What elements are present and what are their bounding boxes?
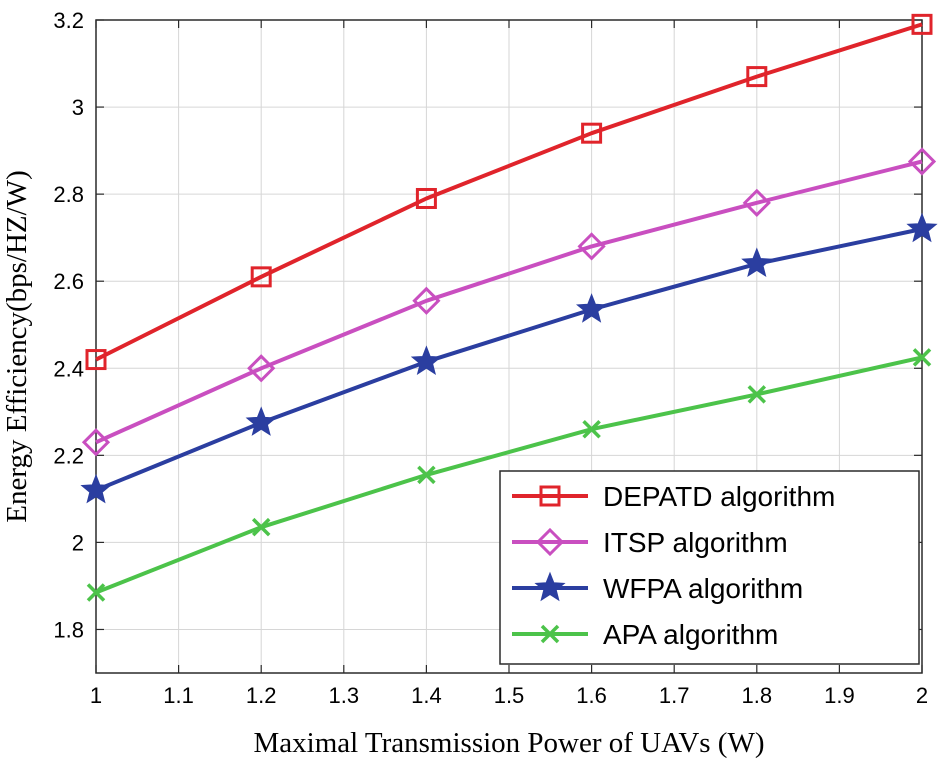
y-tick-label: 2.2 [53, 443, 84, 468]
x-tick-label: 1 [90, 683, 102, 708]
data-point-itsp [577, 232, 606, 261]
data-point-apa [912, 348, 932, 367]
y-tick-label: 2.8 [53, 182, 84, 207]
data-point-apa [86, 583, 106, 602]
data-point-itsp [742, 188, 771, 217]
y-axis-title: Energy Efficiency(bps/HZ/W) [1, 170, 33, 522]
x-tick-label: 1.5 [494, 683, 525, 708]
x-tick-label: 1.3 [329, 683, 360, 708]
x-tick-label: 2 [916, 683, 928, 708]
y-tick-label: 1.8 [53, 617, 84, 642]
legend-marker-wfpa [534, 571, 566, 602]
x-tick-label: 1.4 [411, 683, 442, 708]
data-point-wfpa [906, 212, 938, 243]
data-point-depatd [911, 13, 933, 35]
data-point-itsp [81, 428, 111, 457]
legend-entry-apa: APA algorithm [512, 619, 778, 650]
legend-marker-itsp [535, 527, 565, 557]
axis-ticks: 1 1.1 1.2 1.3 1.4 1.5 1.6 1.7 1.8 1.9 2 1.8 2 2.2 2.4 2… [53, 8, 928, 708]
series-itsp [81, 147, 937, 457]
series-line-apa [95, 355, 923, 595]
y-tick-label: 2.6 [53, 269, 84, 294]
series-line-depatd [95, 22, 923, 362]
data-point-depatd [415, 187, 437, 209]
data-point-itsp [907, 147, 937, 176]
legend-box [499, 470, 920, 665]
data-point-depatd [250, 266, 272, 288]
x-marker-stroke [86, 583, 106, 602]
x-marker-stroke [582, 419, 601, 439]
series-depatd [85, 13, 933, 371]
y-tick-label: 3 [72, 95, 84, 120]
data-point-itsp [247, 354, 276, 383]
data-point-wfpa [575, 293, 608, 323]
legend-label-apa: APA algorithm [603, 619, 778, 650]
legend-entries: DEPATD algorithm ITSP algorithm WFPA algor… [512, 481, 835, 650]
data-point-apa [747, 385, 767, 404]
series-apa [86, 348, 932, 602]
y-tick-label: 2 [72, 530, 84, 555]
data-point-apa [582, 419, 601, 439]
legend-label-depatd: DEPATD algorithm [603, 481, 835, 512]
x-tick-label: 1.8 [742, 683, 773, 708]
data-point-apa [251, 517, 271, 537]
x-marker-stroke [747, 385, 767, 404]
legend-entry-wfpa: WFPA algorithm [512, 571, 803, 604]
data-point-wfpa [245, 406, 277, 436]
data-point-wfpa [410, 345, 443, 376]
series-group [80, 13, 938, 602]
data-point-depatd [85, 349, 107, 371]
y-tick-label: 2.4 [53, 356, 84, 381]
legend-label-wfpa: WFPA algorithm [603, 573, 803, 604]
legend-marker-depatd [539, 485, 561, 507]
x-axis-title: Maximal Transmission Power of UAVs (W) [254, 727, 765, 759]
data-point-wfpa [741, 247, 773, 278]
x-marker-stroke [251, 517, 271, 537]
x-tick-label: 1.6 [576, 683, 607, 708]
x-marker-stroke [417, 465, 436, 485]
x-tick-label: 1.2 [246, 683, 277, 708]
data-point-apa [417, 465, 436, 485]
legend-entry-itsp: ITSP algorithm [512, 527, 788, 558]
legend-label-itsp: ITSP algorithm [603, 527, 788, 558]
legend-marker-apa [540, 624, 560, 644]
legend: DEPATD algorithm ITSP algorithm WFPA algor… [499, 470, 920, 665]
y-tick-label: 3.2 [53, 8, 84, 33]
data-point-depatd [581, 122, 603, 144]
x-tick-label: 1.7 [659, 683, 690, 708]
series-line-itsp [95, 159, 923, 445]
x-tick-label: 1.9 [824, 683, 855, 708]
data-point-itsp [412, 286, 441, 315]
series-line-wfpa [95, 227, 923, 493]
data-point-depatd [746, 66, 768, 88]
data-point-wfpa [80, 473, 112, 504]
series-wfpa [80, 212, 938, 504]
x-marker-stroke [912, 348, 932, 367]
x-tick-label: 1.1 [163, 683, 194, 708]
legend-entry-depatd: DEPATD algorithm [512, 481, 835, 512]
x-marker-stroke [540, 624, 560, 644]
